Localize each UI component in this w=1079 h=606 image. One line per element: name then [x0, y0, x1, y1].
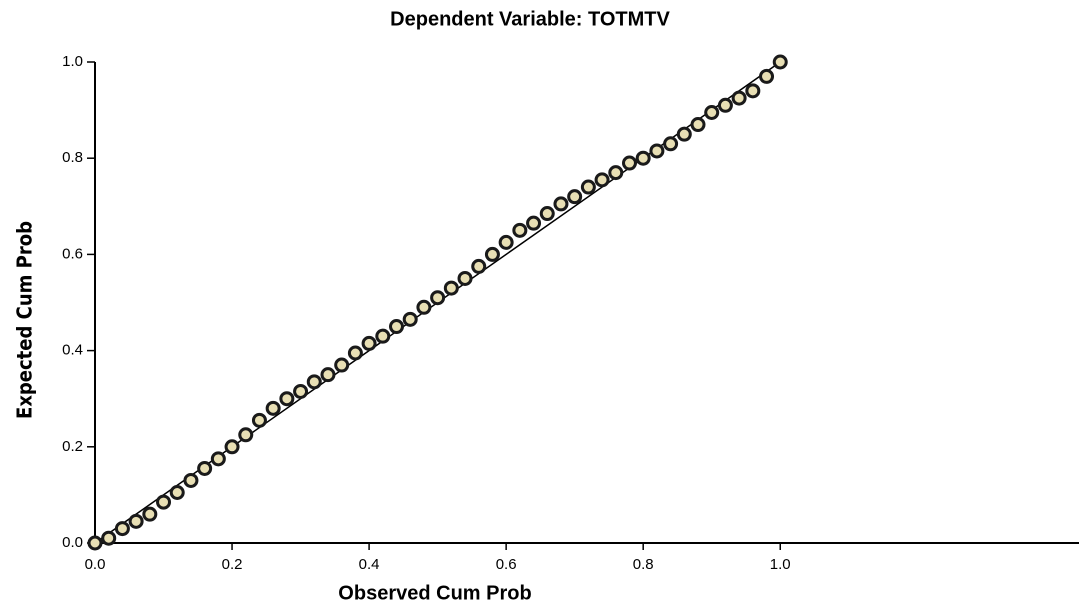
point	[101, 530, 117, 546]
point	[224, 439, 240, 455]
point	[553, 196, 569, 212]
point	[306, 374, 322, 390]
point	[471, 258, 487, 274]
point	[265, 400, 281, 416]
point	[484, 246, 500, 262]
point	[169, 484, 185, 500]
point	[649, 143, 665, 159]
point	[663, 136, 679, 152]
point	[238, 427, 254, 443]
point	[142, 506, 158, 522]
point	[375, 328, 391, 344]
point	[156, 494, 172, 510]
point	[690, 117, 706, 133]
point	[320, 367, 336, 383]
point	[567, 189, 583, 205]
point	[389, 319, 405, 335]
point	[183, 472, 199, 488]
point	[498, 234, 514, 250]
y-tick-label: 0.4	[62, 342, 83, 359]
point	[334, 357, 350, 373]
point	[114, 521, 130, 537]
point	[430, 290, 446, 306]
point	[635, 150, 651, 166]
x-tick-label: 0.4	[359, 556, 380, 573]
point	[293, 383, 309, 399]
point	[128, 513, 144, 529]
point	[526, 215, 542, 231]
point	[731, 90, 747, 106]
x-tick-label: 0.2	[222, 556, 243, 573]
point	[539, 206, 555, 222]
x-tick-label: 0.6	[496, 556, 517, 573]
y-axis-label: Expected Cum Prob	[13, 221, 37, 419]
point	[279, 391, 295, 407]
point	[210, 451, 226, 467]
y-tick-label: 1.0	[62, 53, 83, 70]
point	[347, 345, 363, 361]
x-axis-label: Observed Cum Prob	[338, 582, 531, 604]
point	[512, 222, 528, 238]
y-tick-label: 0.0	[62, 534, 83, 551]
y-tick-label: 0.2	[62, 438, 83, 455]
point	[197, 460, 213, 476]
point	[361, 335, 377, 351]
point	[402, 311, 418, 327]
y-tick-label: 0.6	[62, 245, 83, 262]
x-tick-label: 0.0	[85, 556, 106, 573]
point	[621, 155, 637, 171]
point	[87, 535, 103, 551]
point	[580, 179, 596, 195]
point	[704, 105, 720, 121]
point	[416, 299, 432, 315]
point	[745, 83, 761, 99]
y-tick-label: 0.8	[62, 149, 83, 166]
point	[717, 97, 733, 113]
point	[772, 54, 788, 70]
point	[608, 165, 624, 181]
point	[759, 68, 775, 84]
point	[594, 172, 610, 188]
point	[676, 126, 692, 142]
point	[443, 280, 459, 296]
chart-title: Dependent Variable: TOTMTV	[390, 8, 670, 30]
point	[457, 270, 473, 286]
x-tick-label: 1.0	[770, 556, 791, 573]
x-tick-label: 0.8	[633, 556, 654, 573]
point	[251, 412, 267, 428]
